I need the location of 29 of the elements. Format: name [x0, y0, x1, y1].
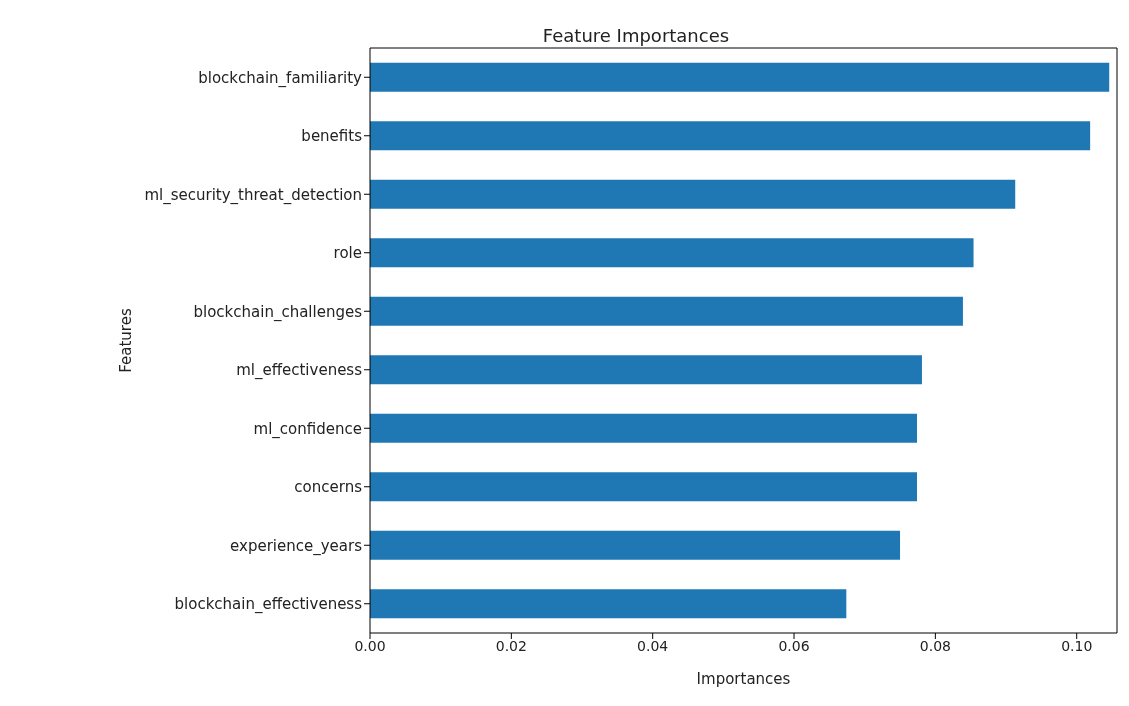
y-tick-label: ml_security_threat_detection: [144, 185, 362, 205]
y-tick-label: role: [333, 244, 362, 263]
y-tick-label: blockchain_challenges: [193, 302, 363, 322]
bar: [370, 530, 901, 560]
bar: [370, 121, 1091, 151]
x-axis-title: Importances: [696, 670, 791, 688]
bar: [370, 413, 917, 443]
y-tick-label: ml_confidence: [253, 419, 362, 439]
x-tick-label: 0.10: [1061, 637, 1093, 654]
y-tick-label: blockchain_familiarity: [198, 68, 363, 88]
bar: [370, 296, 963, 326]
y-tick-label: ml_effectiveness: [236, 361, 363, 381]
chart-title: Feature Importances: [542, 25, 730, 46]
bar: [370, 589, 847, 619]
bar: [370, 238, 974, 268]
y-tick-label: benefits: [301, 127, 363, 146]
x-tick-label: 0.00: [354, 637, 386, 654]
y-tick-label: concerns: [294, 478, 363, 497]
y-axis-title: Features: [117, 308, 136, 373]
x-tick-label: 0.06: [778, 637, 810, 654]
bar: [370, 62, 1110, 92]
bar: [370, 355, 922, 385]
y-tick-label: experience_years: [230, 536, 363, 556]
bar: [370, 472, 917, 502]
y-tick-label: blockchain_effectiveness: [174, 595, 363, 615]
x-tick-label: 0.04: [637, 637, 669, 654]
x-tick-label: 0.08: [919, 637, 951, 654]
x-tick-label: 0.02: [495, 637, 527, 654]
bar: [370, 179, 1016, 209]
